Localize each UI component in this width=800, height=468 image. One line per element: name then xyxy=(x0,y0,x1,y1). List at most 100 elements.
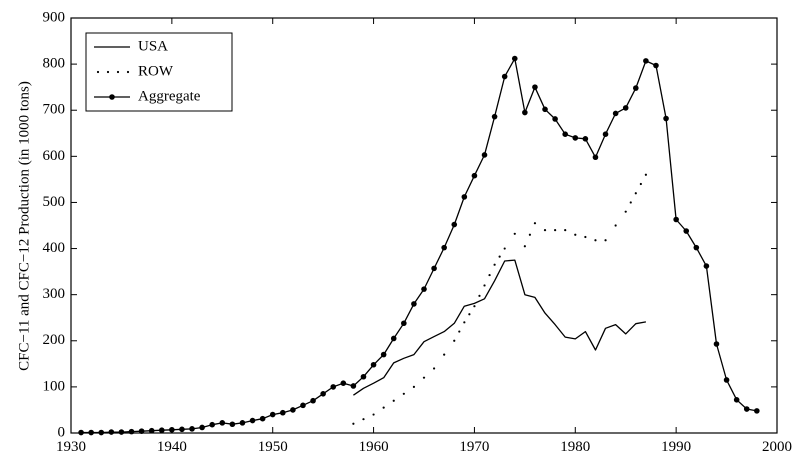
series-point xyxy=(300,402,306,409)
series-point xyxy=(372,413,375,416)
series-point xyxy=(78,429,84,436)
series-point xyxy=(401,320,407,327)
series-point xyxy=(280,409,286,416)
x-tick-label: 1950 xyxy=(258,439,288,455)
x-tick-label: 1960 xyxy=(359,439,389,455)
y-tick-label: 500 xyxy=(43,194,66,210)
legend: USA ROW Aggregate xyxy=(85,32,233,112)
series-point xyxy=(402,392,405,395)
series-point xyxy=(532,84,538,90)
series-point xyxy=(523,245,526,248)
series-point xyxy=(128,428,135,435)
y-tick-label: 400 xyxy=(43,240,66,256)
series-point xyxy=(503,247,506,250)
series-point xyxy=(554,229,557,232)
series-point xyxy=(209,421,215,428)
series-point xyxy=(362,418,365,421)
plot-frame xyxy=(70,17,778,434)
series-point xyxy=(453,339,456,342)
series-point xyxy=(330,384,337,390)
legend-swatch xyxy=(106,70,110,74)
series-point xyxy=(543,229,547,232)
legend-label: Aggregate xyxy=(138,88,201,104)
series-point xyxy=(320,391,326,397)
series-point xyxy=(634,192,637,195)
series-point xyxy=(754,408,760,414)
series-point xyxy=(528,233,532,236)
series-point xyxy=(644,173,647,176)
series-point xyxy=(743,406,750,412)
series-point xyxy=(513,232,516,235)
series-usa xyxy=(353,259,647,396)
series-point xyxy=(219,420,226,426)
series-point xyxy=(572,135,579,141)
series-point xyxy=(562,131,568,137)
series-point xyxy=(370,361,377,368)
series-point xyxy=(522,109,528,116)
series-point xyxy=(643,58,649,64)
legend-item-aggregate: Aggregate xyxy=(94,88,201,104)
series-point xyxy=(360,373,367,380)
series-point xyxy=(432,367,436,370)
series-point xyxy=(422,376,426,379)
series-point xyxy=(118,429,125,435)
series-line xyxy=(353,259,647,396)
x-tick-label: 1940 xyxy=(157,439,187,455)
legend-label: USA xyxy=(138,38,168,54)
series-point xyxy=(481,152,488,158)
series-point xyxy=(501,73,508,80)
series-point xyxy=(629,201,632,204)
y-tick-label: 800 xyxy=(43,56,66,72)
series-row xyxy=(352,173,647,425)
legend-label: ROW xyxy=(138,63,174,79)
series-point xyxy=(683,228,690,234)
x-tick-label: 1970 xyxy=(459,439,489,455)
series-point xyxy=(592,154,599,161)
x-tick-label: 1930 xyxy=(56,439,86,455)
series-point xyxy=(411,301,417,307)
series-point xyxy=(622,105,629,111)
x-tick-label: 2000 xyxy=(762,439,792,455)
series-point xyxy=(390,335,397,342)
series-point xyxy=(733,397,740,403)
series-point xyxy=(179,426,185,433)
series-point xyxy=(663,115,669,122)
series-point xyxy=(614,224,617,227)
series-point xyxy=(458,330,461,333)
series-layer xyxy=(78,55,760,436)
series-point xyxy=(564,229,567,232)
x-tick-label: 1980 xyxy=(560,439,590,455)
series-point xyxy=(229,421,236,428)
series-point xyxy=(493,263,496,266)
legend-swatch xyxy=(126,70,130,74)
series-point xyxy=(412,385,416,388)
series-point xyxy=(624,210,627,213)
series-point xyxy=(713,341,720,347)
series-point xyxy=(574,233,577,236)
series-point xyxy=(584,235,587,239)
y-tick-label: 100 xyxy=(43,378,66,394)
series-point xyxy=(602,131,609,137)
series-point xyxy=(653,62,659,69)
series-point xyxy=(148,427,155,434)
series-point xyxy=(723,377,730,383)
series-point xyxy=(88,429,94,436)
series-point xyxy=(451,221,458,228)
series-point xyxy=(169,426,175,433)
y-tick-label: 900 xyxy=(43,9,66,25)
series-point xyxy=(693,244,700,251)
y-tick-label: 300 xyxy=(43,286,66,302)
series-point xyxy=(380,351,387,358)
series-point xyxy=(542,106,548,113)
y-axis-label: CFC−11 and CFC−12 Production (in 1000 to… xyxy=(16,81,32,371)
series-point xyxy=(491,113,498,120)
series-line xyxy=(81,57,757,434)
series-point xyxy=(612,110,619,117)
series-point xyxy=(350,383,357,389)
series-point xyxy=(352,422,355,425)
plot-area xyxy=(70,17,778,434)
series-point xyxy=(290,407,296,413)
series-point xyxy=(431,265,437,272)
series-point xyxy=(98,429,105,436)
